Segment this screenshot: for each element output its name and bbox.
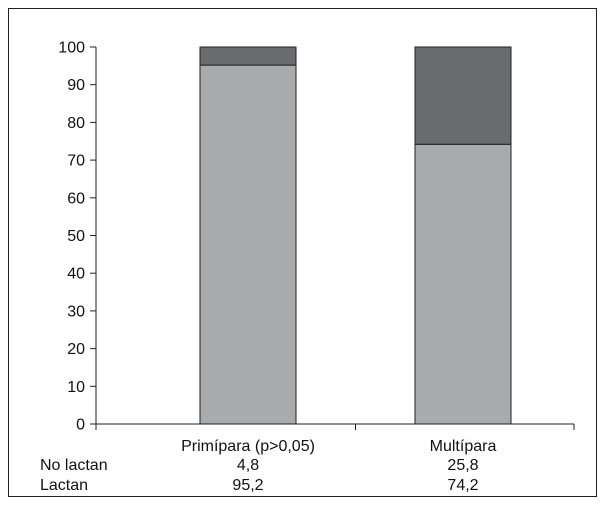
y-tick-label: 60 (67, 190, 85, 207)
y-tick-label: 40 (67, 266, 85, 283)
y-tick-label: 80 (67, 115, 85, 132)
y-tick-label: 50 (67, 228, 85, 245)
data-value-label: 95,2 (232, 477, 263, 494)
data-value-label: 74,2 (447, 477, 478, 494)
bar-segment (414, 46, 512, 145)
labels: Primípara (p>0,05) Multípara No lactan 4,8 2… (40, 438, 496, 494)
bar-segment (199, 64, 297, 425)
y-tick-label: 0 (76, 417, 85, 434)
series-name-label: Lactan (40, 477, 88, 494)
data-value-label: 4,8 (237, 457, 259, 474)
axes: 0 10 20 30 40 50 60 70 80 90 100 (58, 40, 575, 434)
bar-segment (414, 143, 512, 425)
y-tick-label: 70 (67, 153, 85, 170)
bars (199, 46, 512, 425)
chart-frame (8, 8, 597, 497)
y-tick-label: 10 (67, 379, 85, 396)
y-tick-label: 30 (67, 303, 85, 320)
bar-segment (199, 46, 297, 66)
category-label: Multípara (430, 438, 497, 455)
series-name-label: No lactan (40, 457, 108, 474)
y-tick-label: 100 (58, 40, 85, 57)
category-label: Primípara (p>0,05) (181, 438, 315, 455)
data-value-label: 25,8 (447, 457, 478, 474)
y-tick-label: 90 (67, 77, 85, 94)
y-tick-label: 20 (67, 341, 85, 358)
